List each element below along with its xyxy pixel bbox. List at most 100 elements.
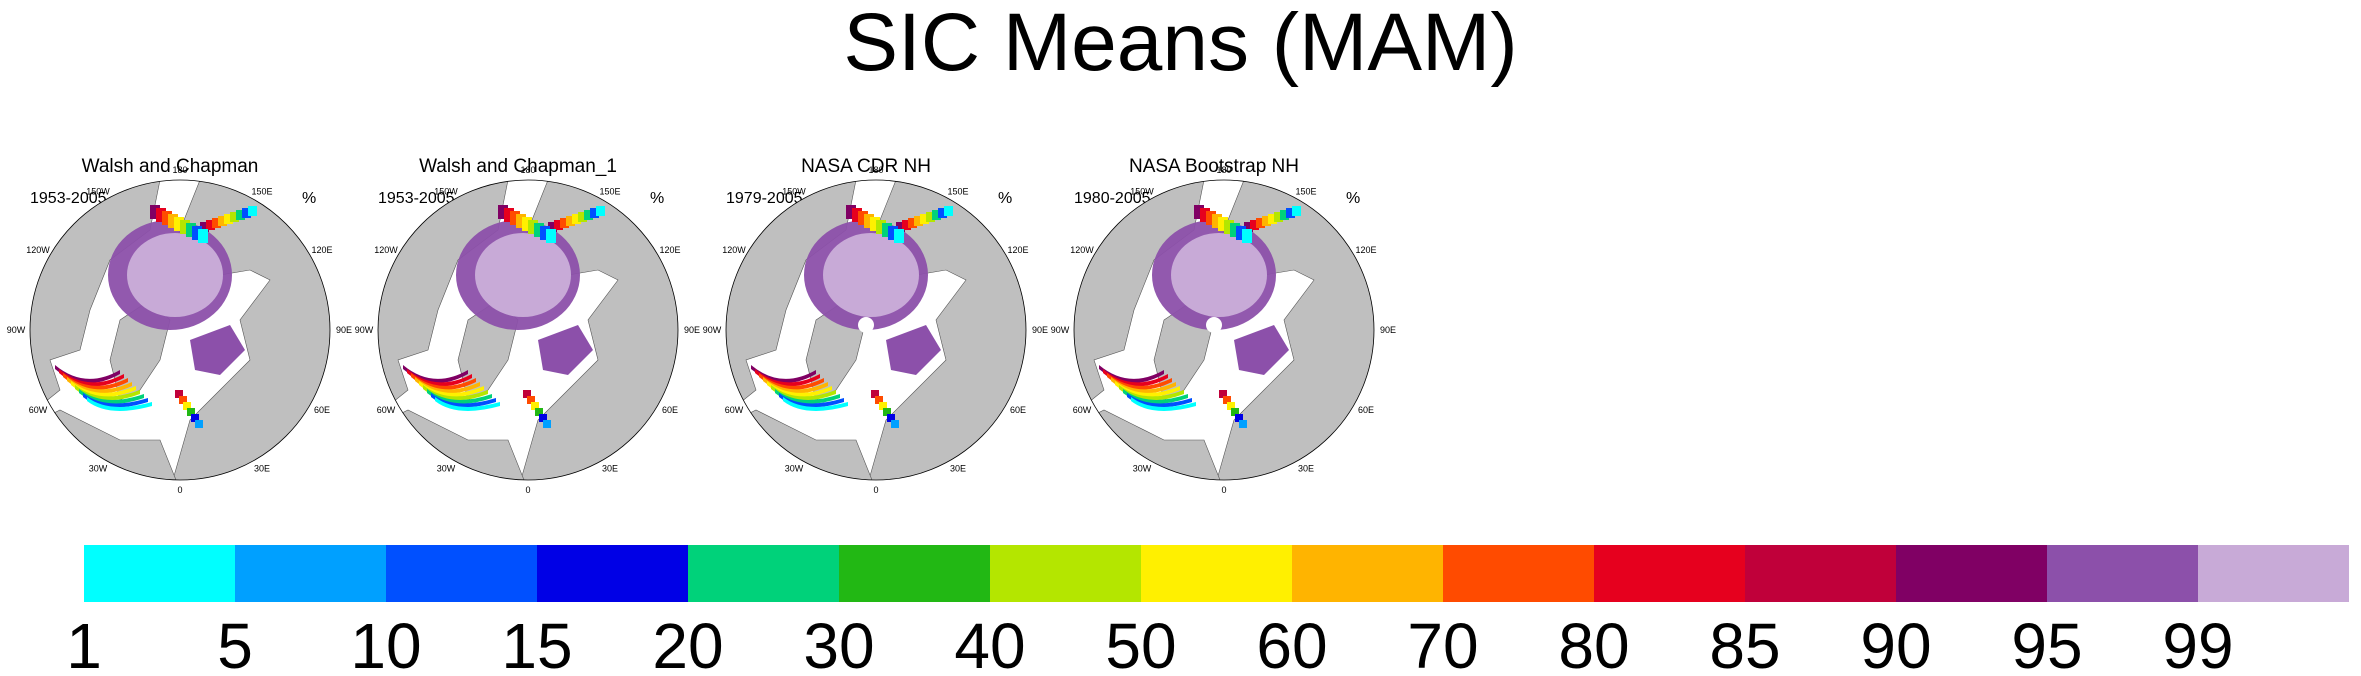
ice-core-99 bbox=[475, 233, 571, 317]
ice-edge-cell bbox=[174, 217, 184, 231]
ice-edge-cell bbox=[566, 216, 575, 226]
ice-edge-cell bbox=[200, 222, 209, 232]
ice-edge-cell bbox=[175, 390, 183, 398]
longitude-label: 90E bbox=[336, 325, 352, 335]
ice-edge-cell bbox=[192, 226, 202, 240]
longitude-label: 60W bbox=[29, 405, 48, 415]
pole-hole bbox=[1206, 317, 1222, 333]
panel-title: NASA CDR NH bbox=[801, 156, 931, 177]
ice-edge-cell bbox=[218, 216, 227, 226]
ice-edge-cell bbox=[896, 222, 905, 232]
map-content bbox=[1074, 180, 1374, 480]
ice-edge-cell bbox=[887, 414, 895, 422]
ice-edge-cell bbox=[162, 211, 172, 225]
ice-edge-cell bbox=[548, 222, 557, 232]
ice-edge-cell bbox=[932, 210, 941, 220]
ice-edge-cell bbox=[852, 208, 862, 222]
map-panel: Walsh and Chapman 1953-2005% 180 150E 120E 90… bbox=[0, 140, 352, 510]
colorbar-segment bbox=[990, 545, 1141, 602]
longitude-label: 180 bbox=[1216, 165, 1231, 175]
ice-edge-cell bbox=[1200, 208, 1210, 222]
ice-edge-cell bbox=[938, 208, 947, 218]
colorbar-tick-label: 10 bbox=[350, 610, 421, 676]
ice-edge-cell bbox=[546, 229, 556, 243]
ice-edge-cell bbox=[1224, 220, 1234, 234]
colorbar-segment bbox=[1594, 545, 1745, 602]
ice-edge-cell bbox=[504, 208, 514, 222]
ice-edge-cell bbox=[156, 208, 166, 222]
colorbar-segment bbox=[386, 545, 537, 602]
ice-edge-cell bbox=[875, 396, 883, 404]
ice-edge-cell bbox=[1244, 222, 1253, 232]
polar-map: 180 150E 120E 90E 60E 30E 0 30W 60W 90W 120W 150W bbox=[355, 165, 700, 495]
ice-edge-cell bbox=[926, 212, 935, 222]
colorbar-segment bbox=[688, 545, 839, 602]
ice-edge-cell bbox=[902, 220, 911, 230]
ice-edge-cell bbox=[1206, 211, 1216, 225]
longitude-label: 120E bbox=[660, 245, 681, 255]
longitude-label: 60E bbox=[1010, 405, 1026, 415]
panel-years: 1953-2005 bbox=[378, 190, 455, 207]
ice-barents bbox=[190, 325, 245, 375]
ice-edge-cell bbox=[248, 206, 257, 216]
longitude-label: 180 bbox=[520, 165, 535, 175]
ice-edge-cell bbox=[1256, 218, 1265, 228]
ice-edge-cell bbox=[531, 402, 539, 410]
colorbar-svg: 1 5 10 15 20 30 40 50 60 70 80 85 90 95 99 bbox=[66, 545, 2349, 676]
colorbar-tick-label: 95 bbox=[2011, 610, 2082, 676]
ice-edge-cell bbox=[1242, 229, 1252, 243]
ice-edge-cell bbox=[914, 216, 923, 226]
ice-edge-cell bbox=[230, 212, 239, 222]
longitude-label: 180 bbox=[868, 165, 883, 175]
ice-edge-cell bbox=[543, 420, 551, 428]
longitude-label: 30E bbox=[1298, 464, 1314, 474]
ice-edge-cell bbox=[528, 220, 538, 234]
longitude-label: 30E bbox=[950, 464, 966, 474]
map-outline bbox=[377, 179, 679, 481]
colorbar-tick-label: 60 bbox=[1256, 610, 1327, 676]
longitude-label: 90W bbox=[355, 325, 374, 335]
longitude-label: 90W bbox=[703, 325, 722, 335]
colorbar-segment bbox=[1443, 545, 1594, 602]
ice-edge-cell bbox=[516, 214, 526, 228]
ice-edge-cell bbox=[1268, 214, 1277, 224]
ice-edge-cell bbox=[894, 229, 904, 243]
ice-edge-cell bbox=[876, 220, 886, 234]
colorbar-segment bbox=[1896, 545, 2047, 602]
ice-edge-cell bbox=[242, 208, 251, 218]
map-outline bbox=[1073, 179, 1375, 481]
longitude-label: 90W bbox=[7, 325, 26, 335]
ice-edge-cell bbox=[920, 214, 929, 224]
map-content bbox=[30, 180, 330, 480]
map-outline bbox=[725, 179, 1027, 481]
ice-edge-cell bbox=[1235, 414, 1243, 422]
map-panel: NASA CDR NH 1979-2005% 180 150E 120E 90E 60E 30… bbox=[696, 140, 1048, 510]
longitude-label: 0 bbox=[177, 485, 182, 495]
colorbar-tick-label: 40 bbox=[954, 610, 1025, 676]
panel-years: 1979-2005 bbox=[726, 190, 803, 207]
ice-edge-cell bbox=[510, 211, 520, 225]
ice-edge-cell bbox=[944, 206, 953, 216]
ice-edge-cell bbox=[212, 218, 221, 228]
colorbar-segment bbox=[1745, 545, 1896, 602]
ice-core-99 bbox=[1171, 233, 1267, 317]
ice-edge-cell bbox=[1212, 214, 1222, 228]
ice-edge-cell bbox=[572, 214, 581, 224]
map-panel: Walsh and Chapman_1 1953-2005% 180 150E 120E… bbox=[348, 140, 700, 510]
panel-title: NASA Bootstrap NH bbox=[1128, 156, 1300, 177]
colorbar-segment bbox=[839, 545, 990, 602]
ice-edge-cell bbox=[535, 408, 543, 416]
ice-edge-cell bbox=[554, 220, 563, 230]
ice-edge-cell bbox=[560, 218, 569, 228]
longitude-label: 150E bbox=[599, 186, 620, 196]
ice-edge-cell bbox=[180, 220, 190, 234]
longitude-label: 60W bbox=[725, 405, 744, 415]
ice-edge-cell bbox=[846, 205, 856, 219]
ice-barents bbox=[886, 325, 941, 375]
colorbar-segment bbox=[1292, 545, 1443, 602]
ice-edge-cell bbox=[1280, 210, 1289, 220]
map-content bbox=[726, 180, 1026, 480]
ice-edge-cell bbox=[882, 223, 892, 237]
ice-edge-cell bbox=[150, 205, 160, 219]
colorbar-segment bbox=[2047, 545, 2198, 602]
